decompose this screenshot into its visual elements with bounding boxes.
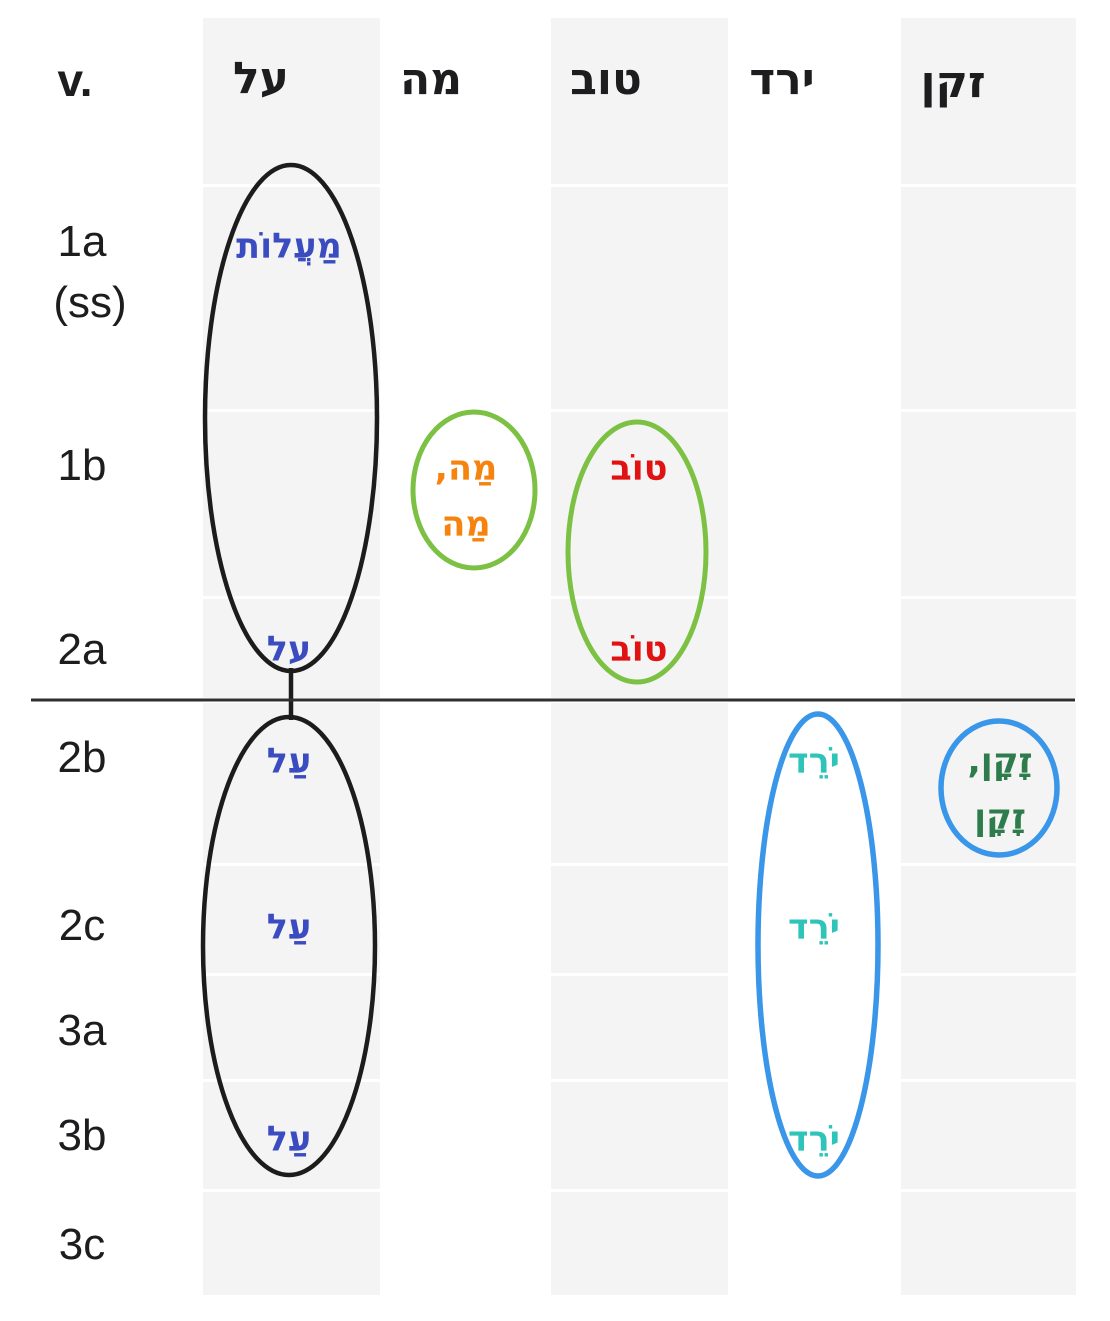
word-mah-1b-line2: מַה bbox=[441, 504, 491, 545]
column-stripe-cell-tov bbox=[551, 703, 728, 863]
word-yarad-2c: יֹרֵד bbox=[788, 907, 840, 948]
word-yarad-2b: יֹרֵד bbox=[788, 741, 840, 782]
row-label-2c: 2c bbox=[58, 901, 106, 950]
column-stripe-cell-tov bbox=[551, 866, 728, 973]
word-al-3b: עַל bbox=[266, 1119, 312, 1160]
verse-column-header: v. bbox=[57, 54, 93, 106]
column-stripe-cell-zaqen bbox=[901, 1192, 1076, 1295]
column-stripe-cell-tov bbox=[551, 1082, 728, 1189]
column-stripe-cell-zaqen bbox=[901, 187, 1076, 409]
column-stripe-cell-al bbox=[203, 412, 380, 596]
row-label-1a: 1a bbox=[57, 217, 107, 266]
word-mah-1b-line1: מַה, bbox=[434, 448, 498, 489]
column-stripe-cell-zaqen bbox=[901, 412, 1076, 596]
row-label-3c: 3c bbox=[58, 1220, 106, 1269]
word-al-1a: מַעֲלוֹת bbox=[236, 226, 342, 267]
word-zaqen-2b-line2: זָקָן bbox=[974, 797, 1026, 838]
column-header-zaqen: זקן bbox=[920, 57, 986, 108]
column-stripe-cell-tov bbox=[551, 187, 728, 409]
column-stripe-cell-tov bbox=[551, 412, 728, 596]
ellipse-mah-group bbox=[410, 409, 538, 571]
column-stripe-cell-zaqen bbox=[901, 866, 1076, 973]
column-stripe-cell-al bbox=[203, 703, 380, 863]
column-stripe-cell-zaqen bbox=[901, 18, 1076, 184]
column-stripe-cell-tov bbox=[551, 976, 728, 1079]
row-label-3b: 3b bbox=[57, 1111, 107, 1160]
word-al-2a: על bbox=[266, 629, 312, 670]
column-stripe-cell-al bbox=[203, 18, 380, 184]
column-stripe-cell-zaqen bbox=[901, 976, 1076, 1079]
row-label-2b: 2b bbox=[57, 733, 107, 782]
row-sublabel-1a: (ss) bbox=[53, 278, 127, 327]
row-label-2a: 2a bbox=[57, 625, 107, 674]
word-al-2b: עַל bbox=[266, 741, 312, 782]
row-label-3a: 3a bbox=[57, 1006, 107, 1055]
word-al-2c: עַל bbox=[266, 907, 312, 948]
column-stripe-cell-zaqen bbox=[901, 1082, 1076, 1189]
column-stripe-cell-al bbox=[203, 1192, 380, 1295]
column-stripe-cell-al bbox=[203, 976, 380, 1079]
word-tov-1b: טוֹב bbox=[610, 448, 668, 489]
row-label-1b: 1b bbox=[57, 441, 107, 490]
word-yarad-3b: יֹרֵד bbox=[788, 1119, 840, 1160]
column-header-mah: מה bbox=[399, 54, 463, 105]
column-stripe-cell-zaqen bbox=[901, 703, 1076, 863]
column-stripe-cell-tov bbox=[551, 18, 728, 184]
column-header-al: על bbox=[233, 53, 289, 104]
column-stripe-cell-tov bbox=[551, 1192, 728, 1295]
column-stripe-cell-zaqen bbox=[901, 599, 1076, 698]
word-tov-2a: טוֹב bbox=[610, 629, 668, 670]
column-header-tov: טוב bbox=[570, 54, 642, 105]
column-header-yarad: ירד bbox=[749, 54, 815, 105]
word-zaqen-2b-line1: זָקָן, bbox=[967, 741, 1033, 782]
column-stripe-cell-al bbox=[203, 187, 380, 409]
